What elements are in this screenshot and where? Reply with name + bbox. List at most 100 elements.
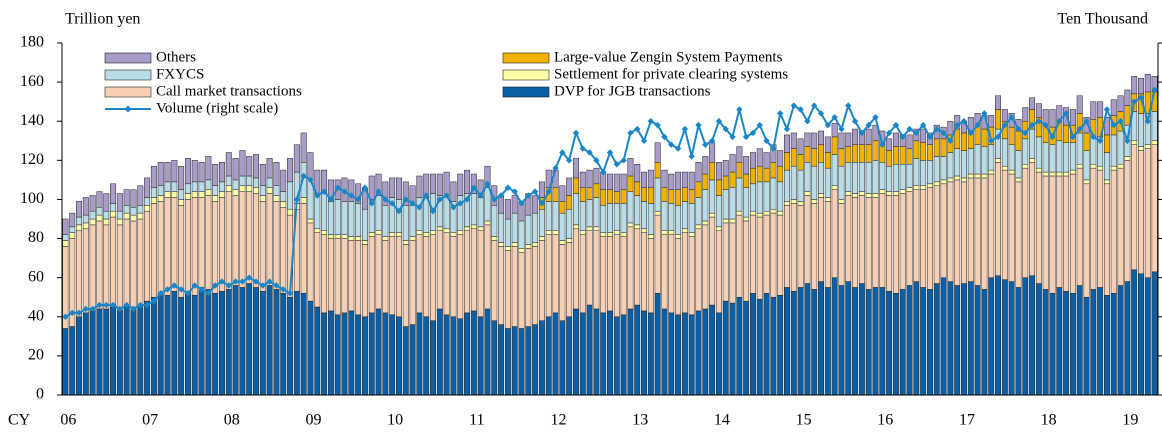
bar-segment [123,212,130,220]
bar-segment [641,171,648,188]
bar-segment [62,234,69,241]
bar-segment [607,203,613,233]
bar-segment [273,185,280,196]
bar-segment [811,203,818,290]
bar-segment [818,130,825,145]
bar-segment [1015,177,1022,183]
volume-marker [640,137,648,144]
x-axis-label: CY [8,412,31,429]
bar-segment [76,216,82,226]
bar-segment [818,144,825,163]
bar-segment [382,181,389,206]
bar-segment [178,165,185,190]
volume-marker [395,207,403,215]
volume-marker [1103,106,1111,113]
bar-segment [620,236,627,316]
bar-segment [76,201,82,218]
bar-segment [797,205,804,288]
bar-segment [886,191,893,196]
bar-segment [1131,144,1138,271]
bar-segment [661,169,668,188]
bar-segment [600,205,607,233]
bar-segment [1001,109,1008,122]
bar-segment [634,304,641,396]
bar-segment [899,289,906,396]
bar-segment [784,134,790,153]
bar-segment [702,308,709,396]
bar-segment [729,187,736,220]
y-axis-label: Trillion yen [65,11,140,28]
volume-marker [599,168,607,176]
volume-marker [150,297,158,305]
bar-segment [504,218,511,247]
volume-marker [361,184,369,191]
volume-marker [341,188,348,195]
bar-segment [688,189,695,204]
bar-segment [246,156,253,177]
bar-segment [239,185,246,192]
bar-segment [641,201,648,230]
bar-segment [620,173,627,190]
bar-segment [579,234,586,314]
bar-segment [654,210,661,216]
x-tick-label: 18 [1041,412,1057,429]
bar-segment [355,236,362,241]
bar-segment [1049,293,1056,396]
x-tick-label: 12 [551,412,567,429]
y-tick-label: 100 [20,190,44,207]
bar-segment [729,171,736,188]
volume-marker [89,305,96,313]
bar-segment [620,232,627,237]
bar-segment [259,201,266,292]
volume-marker [96,301,103,309]
bar-segment [865,144,872,163]
bar-segment [1035,136,1042,169]
bar-segment [920,160,927,187]
bar-segment [947,177,954,183]
bar-segment [239,150,246,177]
bar-segment [1049,109,1056,128]
volume-marker [320,188,328,195]
bar-segment [123,189,130,206]
bar-segment [811,148,818,167]
bar-segment [1001,279,1008,396]
bar-segment [348,236,355,241]
bar-segment [709,142,716,163]
bar-segment [280,207,287,294]
bar-segment [69,232,76,239]
bar-segment [273,195,280,202]
bar-segment [470,228,477,312]
bar-segment [566,208,573,239]
bar-segment [913,140,920,159]
bar-segment [572,158,579,179]
volume-marker [218,278,226,285]
bar-segment [69,212,76,228]
y-tick-label: 160 [20,73,44,90]
y-tick-label: 80 [28,229,44,246]
bar-segment [579,312,586,396]
bar-segment [1117,285,1124,396]
bar-segment [647,238,654,314]
volume-marker [1062,110,1070,117]
legend-marker [124,105,132,113]
bar-segment [654,142,661,163]
bar-segment [157,185,164,196]
volume-marker [1124,137,1131,144]
bar-segment [191,191,198,198]
bar-segment [559,240,566,245]
volume-marker [1001,121,1009,129]
bar-segment [899,189,906,194]
bar-segment [1029,128,1036,159]
bar-segment [219,197,225,292]
bar-segment [763,293,770,396]
bar-segment [1076,163,1083,169]
volume-marker [654,121,661,129]
bar-segment [1029,162,1036,276]
bar-segment [600,189,607,206]
bar-segment [62,218,69,235]
bar-segment [995,275,1001,396]
volume-marker [695,121,702,129]
bar-segment [266,193,273,286]
bar-segment [709,212,716,218]
bar-segment [416,312,423,396]
